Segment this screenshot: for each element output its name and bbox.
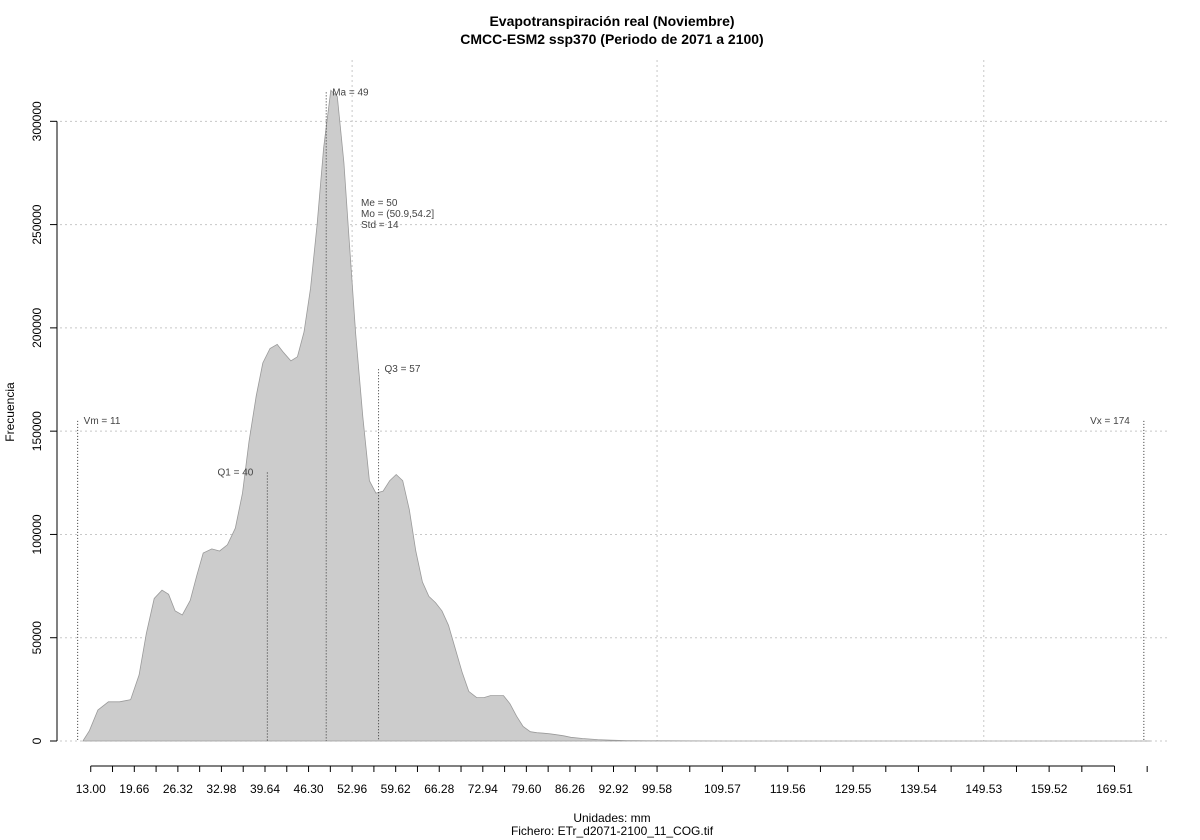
density-area-series-1 bbox=[82, 89, 1151, 742]
x-tick-label: 39.64 bbox=[250, 782, 280, 796]
stat-label: Me = 50 bbox=[361, 198, 398, 209]
y-tick-label: 200000 bbox=[30, 308, 44, 348]
stat-label: Std = 14 bbox=[361, 220, 399, 231]
x-tick-label: 59.62 bbox=[381, 782, 411, 796]
x-axis: 13.00 19.66 26.32 32.98 39.64 46.30 52.96 59.62… bbox=[76, 765, 1148, 796]
x-tick-label: 139.54 bbox=[900, 782, 937, 796]
annotation-label: Q3 = 57 bbox=[385, 364, 421, 375]
x-tick-label: 129.55 bbox=[835, 782, 872, 796]
x-tick-label: 19.66 bbox=[119, 782, 149, 796]
x-tick-label: 99.58 bbox=[642, 782, 672, 796]
annotation-label: Ma = 49 bbox=[332, 87, 369, 98]
y-tick-label: 100000 bbox=[30, 514, 44, 554]
annotation-label: Q1 = 40 bbox=[217, 467, 253, 478]
file-label: Fichero: ETr_d2071-2100_11_COG.tif bbox=[511, 824, 714, 838]
x-tick-label: 79.60 bbox=[511, 782, 541, 796]
y-tick-label: 150000 bbox=[30, 411, 44, 451]
x-tick-label: 159.52 bbox=[1031, 782, 1068, 796]
x-tick-label: 66.28 bbox=[424, 782, 454, 796]
chart-title: Evapotranspiración real (Noviembre) bbox=[489, 13, 734, 29]
x-tick-label: 26.32 bbox=[163, 782, 193, 796]
x-tick-label: 52.96 bbox=[337, 782, 367, 796]
annotation-label: Vm = 11 bbox=[84, 416, 121, 427]
density-area bbox=[82, 89, 1151, 742]
y-tick-label: 50000 bbox=[30, 621, 44, 655]
annotation-label: Vx = 174 bbox=[1090, 416, 1130, 427]
x-tick-label: 13.00 bbox=[76, 782, 106, 796]
x-tick-label: 32.98 bbox=[206, 782, 236, 796]
x-tick-label: 46.30 bbox=[294, 782, 324, 796]
x-tick-label: 149.53 bbox=[965, 782, 1002, 796]
y-tick-label: 250000 bbox=[30, 204, 44, 244]
stat-label: Mo = (50.9,54.2] bbox=[361, 209, 434, 220]
x-tick-label: 109.57 bbox=[704, 782, 741, 796]
x-tick-label: 92.92 bbox=[598, 782, 628, 796]
y-tick-label: 0 bbox=[30, 737, 44, 744]
y-axis: 0 50000 100000 150000 200000 250000 300000 bbox=[30, 101, 58, 744]
y-axis-title: Frecuencia bbox=[3, 382, 17, 442]
x-tick-label: 119.56 bbox=[770, 782, 806, 796]
annotations: Vm = 11 Q1 = 40 Ma = 49 Q3 = 57 Vx = 174 bbox=[77, 87, 1145, 741]
y-tick-label: 300000 bbox=[30, 101, 44, 141]
x-tick-label: 86.26 bbox=[555, 782, 585, 796]
x-axis-title: Unidades: mm bbox=[573, 811, 650, 825]
x-tick-label: 72.94 bbox=[468, 782, 498, 796]
x-tick-label: 169.51 bbox=[1096, 782, 1133, 796]
chart-subtitle: CMCC-ESM2 ssp370 (Periodo de 2071 a 2100… bbox=[460, 31, 763, 47]
